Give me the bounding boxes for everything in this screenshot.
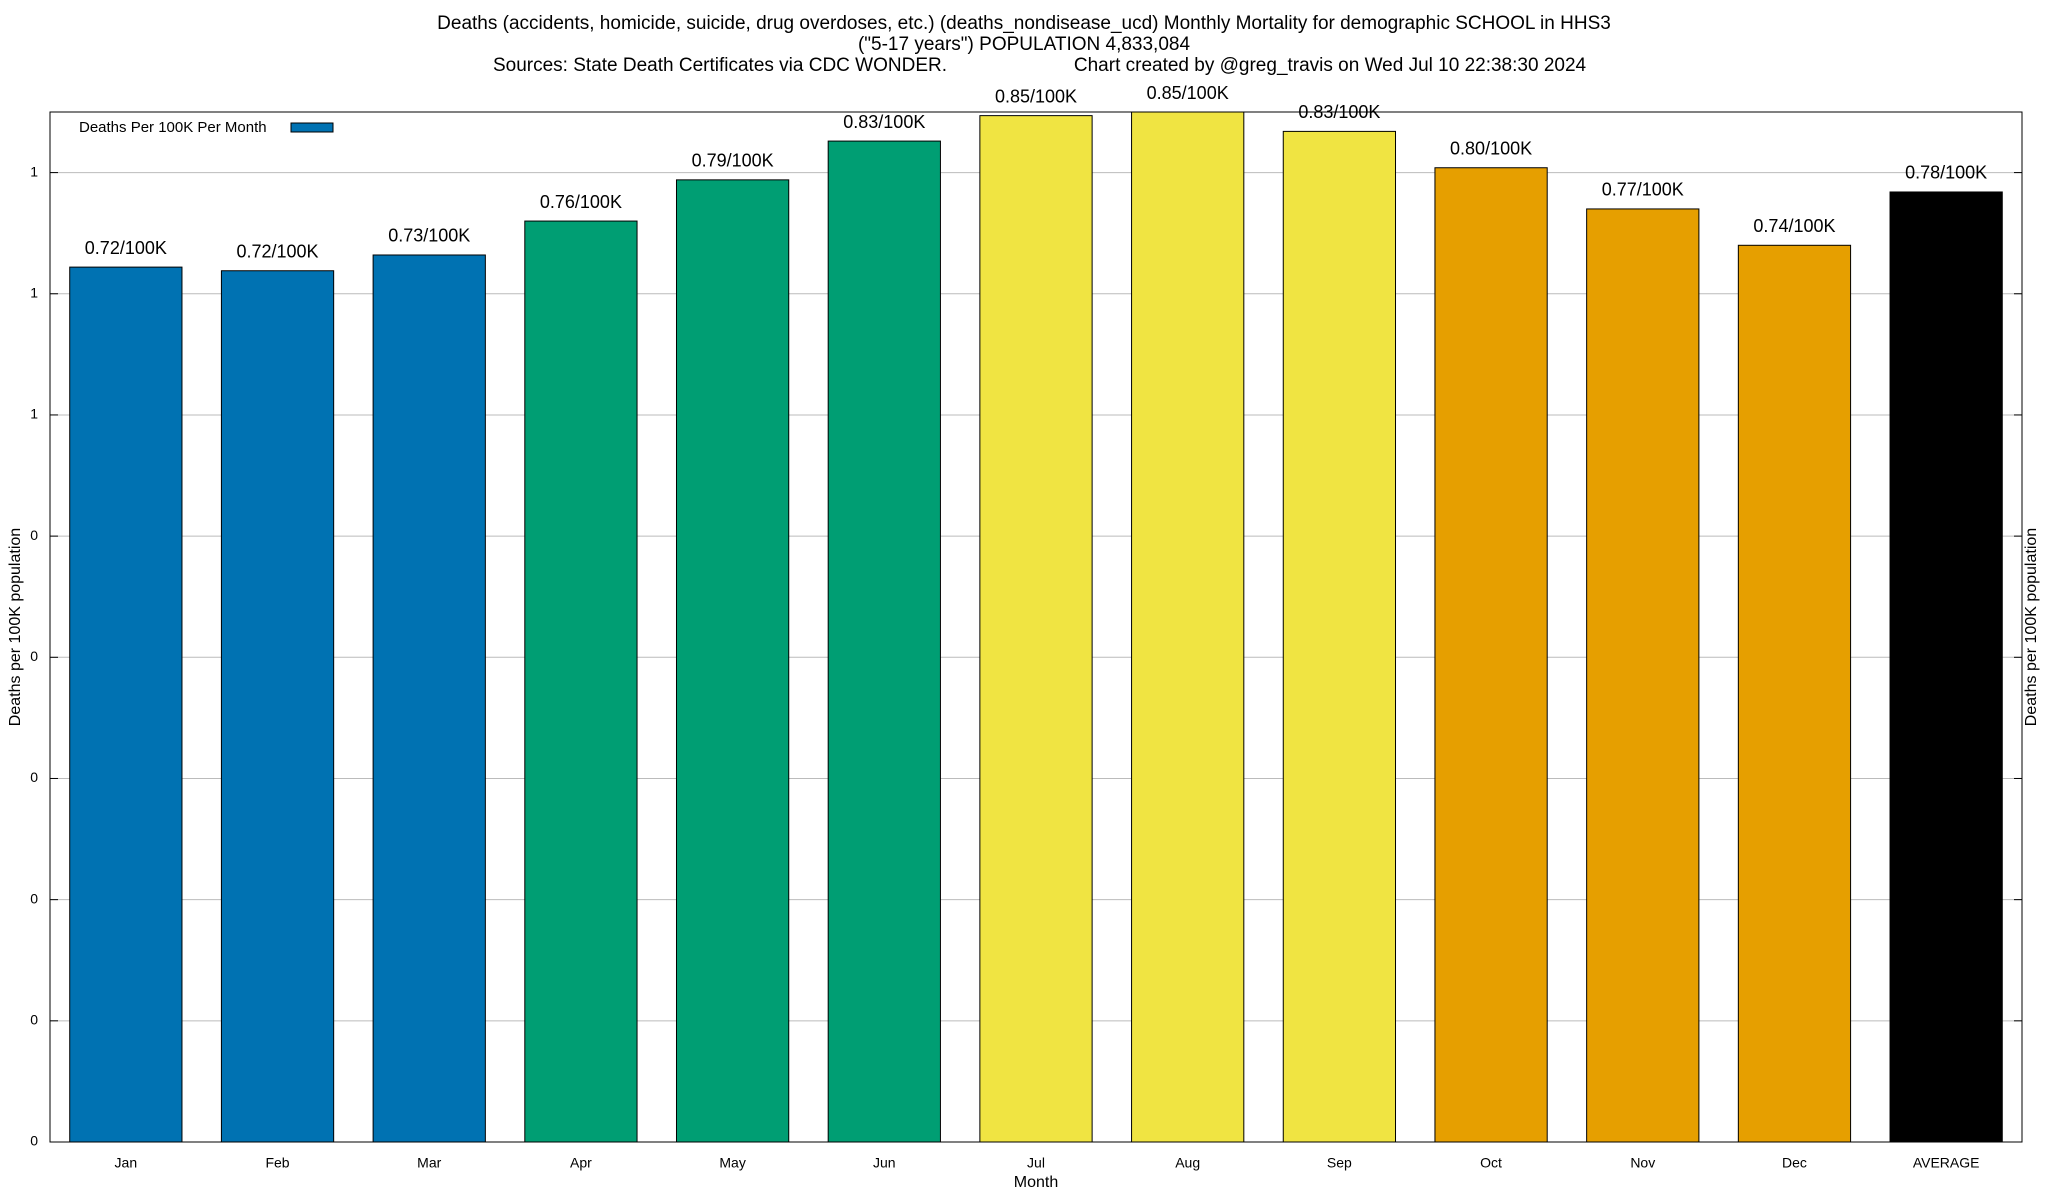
bar	[1131, 111, 1245, 1143]
x-tick-label: Nov	[1630, 1155, 1655, 1171]
data-label: 0.83/100K	[1298, 102, 1380, 122]
y-axis-label: Deaths per 100K population	[7, 528, 24, 726]
bar	[1889, 191, 2003, 1143]
x-tick-label: Mar	[417, 1155, 441, 1171]
bar	[979, 115, 1093, 1143]
data-label: 0.79/100K	[692, 151, 774, 171]
x-tick-label: Jan	[115, 1155, 138, 1171]
chart-title: Deaths (accidents, homicide, suicide, dr…	[437, 13, 1611, 34]
data-label: 0.76/100K	[540, 192, 622, 212]
data-label: 0.74/100K	[1753, 216, 1835, 236]
bar	[1434, 167, 1548, 1143]
data-label: 0.73/100K	[388, 226, 470, 246]
x-tick-label: Feb	[265, 1155, 289, 1171]
y-tick-label: 0	[30, 648, 38, 664]
bar	[220, 270, 335, 1143]
x-tick-label: Apr	[570, 1155, 592, 1171]
bar	[1282, 130, 1397, 1143]
legend-label: Deaths Per 100K Per Month	[79, 119, 267, 136]
data-label: 0.72/100K	[85, 238, 167, 258]
y-tick-label: 0	[30, 1012, 38, 1028]
x-tick-label: Oct	[1480, 1155, 1502, 1171]
y-tick-label: 0	[30, 769, 38, 785]
x-axis-label: Month	[1014, 1174, 1058, 1191]
legend-swatch	[290, 122, 334, 133]
data-label: 0.72/100K	[236, 241, 318, 261]
bar	[524, 220, 638, 1143]
y-tick-label: 1	[30, 284, 38, 300]
y2-axis-label: Deaths per 100K population	[2023, 528, 2040, 726]
y-tick-label: 0	[30, 890, 38, 906]
bar	[1737, 244, 1852, 1143]
bar	[1586, 208, 1700, 1143]
x-tick-label: May	[719, 1155, 745, 1171]
data-label: 0.80/100K	[1450, 138, 1532, 158]
y-tick-label: 1	[30, 163, 38, 179]
bar	[372, 254, 486, 1143]
data-label: 0.77/100K	[1602, 180, 1684, 200]
y-tick-label: 1	[30, 406, 38, 422]
data-label: 0.83/100K	[843, 112, 925, 132]
x-tick-label: Jul	[1027, 1155, 1045, 1171]
credit: Chart created by @greg_travis on Wed Jul…	[1074, 55, 1587, 76]
x-tick-label: Sep	[1327, 1155, 1352, 1171]
bar	[69, 266, 183, 1143]
data-label: 0.85/100K	[995, 86, 1077, 106]
x-tick-label: Dec	[1782, 1155, 1807, 1171]
data-label: 0.85/100K	[1147, 83, 1229, 103]
chart-subtitle: ("5-17 years") POPULATION 4,833,084	[858, 34, 1190, 55]
x-tick-label: Jun	[873, 1155, 896, 1171]
x-tick-label: AVERAGE	[1913, 1155, 1980, 1171]
x-tick-label: Aug	[1175, 1155, 1200, 1171]
bar	[827, 140, 941, 1143]
bar	[675, 179, 790, 1143]
y-tick-label: 0	[30, 1133, 38, 1149]
y-tick-label: 0	[30, 527, 38, 543]
sources: Sources: State Death Certificates via CD…	[493, 55, 947, 76]
data-label: 0.78/100K	[1905, 163, 1987, 183]
